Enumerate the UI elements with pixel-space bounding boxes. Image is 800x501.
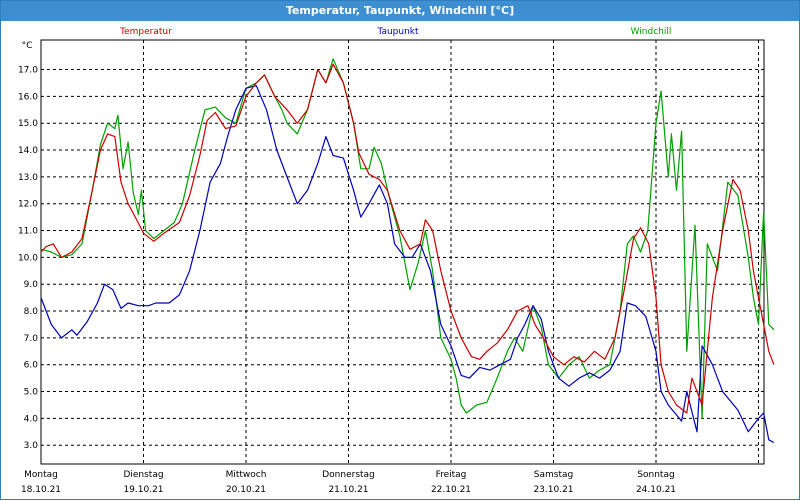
y-tick-label: 12.0 xyxy=(18,200,38,210)
chart-title: Temperatur, Taupunkt, Windchill [°C] xyxy=(1,1,799,21)
x-tick-date: 18.10.21 xyxy=(21,485,61,495)
series-line-taupunkt xyxy=(40,85,775,444)
x-tick-day: Samstag xyxy=(534,470,573,480)
x-tick-day: Dienstag xyxy=(123,470,163,480)
y-tick-label: 15.0 xyxy=(18,119,38,129)
x-tick-date: 19.10.21 xyxy=(123,485,163,495)
x-tick-date: 20.10.21 xyxy=(226,485,266,495)
x-tick-date: 23.10.21 xyxy=(533,485,573,495)
y-tick-label: 10.0 xyxy=(18,253,38,263)
y-tick-label: 3.0 xyxy=(24,441,39,451)
legend-taupunkt: Taupunkt xyxy=(376,27,419,37)
y-tick-label: 16.0 xyxy=(18,92,38,102)
y-tick-label: 5.0 xyxy=(24,388,39,398)
x-tick-day: Donnerstag xyxy=(322,470,375,480)
x-tick-date: 24.10.21 xyxy=(636,485,676,495)
x-tick-day: Mittwoch xyxy=(226,470,267,480)
y-axis-unit: °C xyxy=(22,41,33,51)
x-tick-day: Montag xyxy=(24,470,58,480)
y-tick-label: 7.0 xyxy=(24,334,39,344)
legend-windchill: Windchill xyxy=(631,27,672,37)
y-tick-label: 6.0 xyxy=(24,361,39,371)
legend-temperatur: Temperatur xyxy=(119,27,172,37)
x-tick-date: 21.10.21 xyxy=(328,485,368,495)
y-tick-label: 4.0 xyxy=(24,414,39,424)
x-tick-day: Freitag xyxy=(436,470,467,480)
x-tick-date: 22.10.21 xyxy=(431,485,471,495)
y-tick-label: 11.0 xyxy=(18,227,38,237)
x-tick-day: Sonntag xyxy=(637,470,674,480)
series-line-temperatur xyxy=(40,63,775,414)
y-tick-label: 8.0 xyxy=(24,307,39,317)
y-tick-label: 17.0 xyxy=(18,66,38,76)
y-tick-label: 9.0 xyxy=(24,280,39,290)
y-tick-label: 13.0 xyxy=(18,173,38,183)
y-tick-label: 14.0 xyxy=(18,146,38,156)
